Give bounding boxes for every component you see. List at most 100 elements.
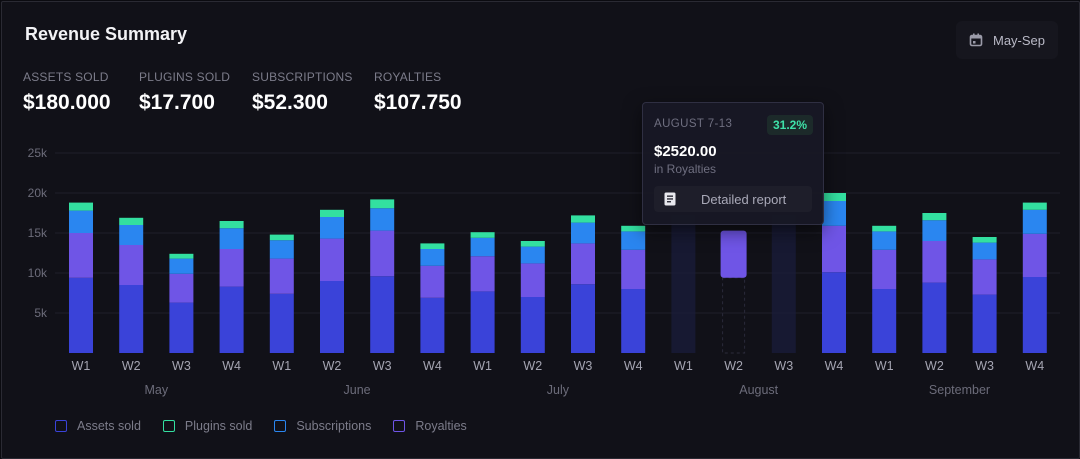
x-tick-label: W3 bbox=[975, 359, 994, 373]
x-tick-label: W2 bbox=[323, 359, 342, 373]
bar-group[interactable] bbox=[320, 209, 344, 353]
bar-segment-plugins bbox=[571, 215, 595, 223]
stat-value: $107.750 bbox=[374, 91, 462, 114]
x-tick-label: W3 bbox=[574, 359, 593, 373]
bar-segment-assets bbox=[822, 272, 846, 353]
bar-segment-subscriptions bbox=[972, 242, 997, 260]
y-tick-label: 5k bbox=[34, 306, 48, 320]
bar-segment-assets bbox=[621, 289, 646, 353]
bar-segment-royalties bbox=[972, 259, 997, 295]
x-tick-label: W1 bbox=[72, 359, 91, 373]
bar-group[interactable] bbox=[571, 215, 595, 353]
bar-group[interactable] bbox=[219, 221, 244, 353]
bar-group[interactable] bbox=[269, 234, 294, 353]
bar-segment-royalties bbox=[420, 265, 445, 298]
bar-segment-subscriptions bbox=[320, 217, 344, 239]
tooltip-amount: $2520.00 bbox=[654, 143, 717, 160]
date-range-button[interactable]: May-Sep bbox=[956, 21, 1058, 59]
bar-segment-plugins bbox=[520, 241, 545, 247]
y-tick-label: 25k bbox=[28, 146, 48, 160]
x-tick-label: W4 bbox=[222, 359, 241, 373]
stat-value: $180.000 bbox=[23, 91, 111, 114]
month-label: June bbox=[344, 383, 371, 397]
bar-segment-subscriptions bbox=[571, 222, 595, 244]
x-tick-label: W2 bbox=[523, 359, 542, 373]
x-tick-label: W1 bbox=[674, 359, 693, 373]
bar-segment-assets bbox=[520, 297, 545, 353]
bar-group[interactable] bbox=[169, 253, 194, 353]
page-title: Revenue Summary bbox=[25, 24, 188, 44]
y-tick-label: 10k bbox=[28, 266, 48, 280]
stat-value: $17.700 bbox=[139, 91, 215, 114]
bar-segment-royalties bbox=[169, 273, 194, 303]
stat-label: ASSETS SOLD bbox=[23, 70, 109, 84]
bar-group[interactable] bbox=[720, 230, 747, 354]
bar-segment-royalties bbox=[269, 258, 294, 294]
bar-segment-assets bbox=[470, 291, 495, 353]
bar-group[interactable] bbox=[671, 214, 696, 353]
bar-segment-plugins bbox=[470, 232, 495, 238]
bar-group[interactable] bbox=[470, 232, 495, 353]
bar-segment-royalties bbox=[571, 243, 595, 285]
bar-placeholder bbox=[722, 277, 746, 354]
bar-segment-plugins bbox=[119, 217, 144, 225]
legend-item-subscriptions[interactable]: Subscriptions bbox=[274, 419, 371, 433]
bar-segment-assets bbox=[269, 293, 294, 353]
bar-segment-assets bbox=[972, 294, 997, 353]
bar-segment-subscriptions bbox=[922, 220, 947, 241]
bar-segment-subscriptions bbox=[520, 246, 545, 264]
x-tick-label: W4 bbox=[423, 359, 442, 373]
bar-segment-subscriptions bbox=[420, 249, 445, 266]
bar-group[interactable] bbox=[420, 243, 445, 353]
bar-segment-royalties bbox=[520, 263, 545, 297]
bar-segment-royalties bbox=[1022, 233, 1047, 277]
bar-group[interactable] bbox=[771, 214, 796, 353]
legend-label: Plugins sold bbox=[184, 419, 253, 433]
bar-group[interactable] bbox=[370, 199, 395, 353]
bar-group[interactable] bbox=[621, 225, 646, 353]
bar-segment-assets bbox=[320, 281, 344, 353]
stat-value: $52.300 bbox=[252, 91, 328, 114]
legend-label: Assets sold bbox=[77, 419, 141, 433]
legend-swatch bbox=[393, 420, 406, 432]
bar-segment-assets bbox=[119, 285, 144, 353]
bar-group[interactable] bbox=[872, 225, 897, 353]
bar-segment-royalties bbox=[822, 225, 846, 273]
month-label: May bbox=[144, 383, 168, 397]
bar-group[interactable] bbox=[119, 217, 144, 353]
bar-segment-subscriptions bbox=[169, 258, 194, 274]
bar-group[interactable] bbox=[1022, 202, 1047, 353]
bar-group[interactable] bbox=[972, 237, 997, 353]
bar-segment-assets bbox=[571, 284, 595, 353]
detailed-report-button[interactable]: Detailed report bbox=[654, 186, 812, 212]
x-tick-label: W2 bbox=[122, 359, 141, 373]
bar-segment-subscriptions bbox=[872, 231, 897, 250]
bar-group[interactable] bbox=[922, 213, 947, 353]
legend-item-assets-sold[interactable]: Assets sold bbox=[55, 419, 141, 433]
calendar-icon bbox=[969, 33, 983, 47]
x-tick-label: W1 bbox=[272, 359, 291, 373]
bar-segment-royalties bbox=[621, 249, 646, 289]
x-tick-label: W3 bbox=[373, 359, 392, 373]
bar-segment-plugins bbox=[320, 209, 344, 217]
legend-item-plugins-sold[interactable]: Plugins sold bbox=[162, 419, 253, 433]
stat-subscriptions: SUBSCRIPTIONS $52.300 bbox=[252, 70, 353, 115]
bar-segment-subscriptions bbox=[822, 201, 846, 226]
bar-segment-royalties bbox=[320, 238, 344, 281]
legend-swatch bbox=[162, 420, 175, 432]
bar-group[interactable] bbox=[822, 193, 846, 353]
bar-group[interactable] bbox=[520, 241, 545, 353]
legend-item-royalties[interactable]: Royalties bbox=[393, 419, 467, 433]
stat-label: SUBSCRIPTIONS bbox=[252, 70, 353, 84]
x-tick-label: W2 bbox=[724, 359, 743, 373]
bar-segment-royalties bbox=[370, 230, 395, 277]
month-label: August bbox=[739, 383, 778, 397]
bar-group[interactable] bbox=[69, 202, 93, 353]
month-label: July bbox=[547, 383, 570, 397]
bar-segment-royalties-highlighted bbox=[720, 230, 747, 278]
bar-segment-subscriptions bbox=[69, 210, 93, 233]
bar-segment-assets bbox=[922, 282, 947, 353]
bar-segment-subscriptions bbox=[621, 231, 646, 250]
bar-segment-assets bbox=[872, 289, 897, 353]
